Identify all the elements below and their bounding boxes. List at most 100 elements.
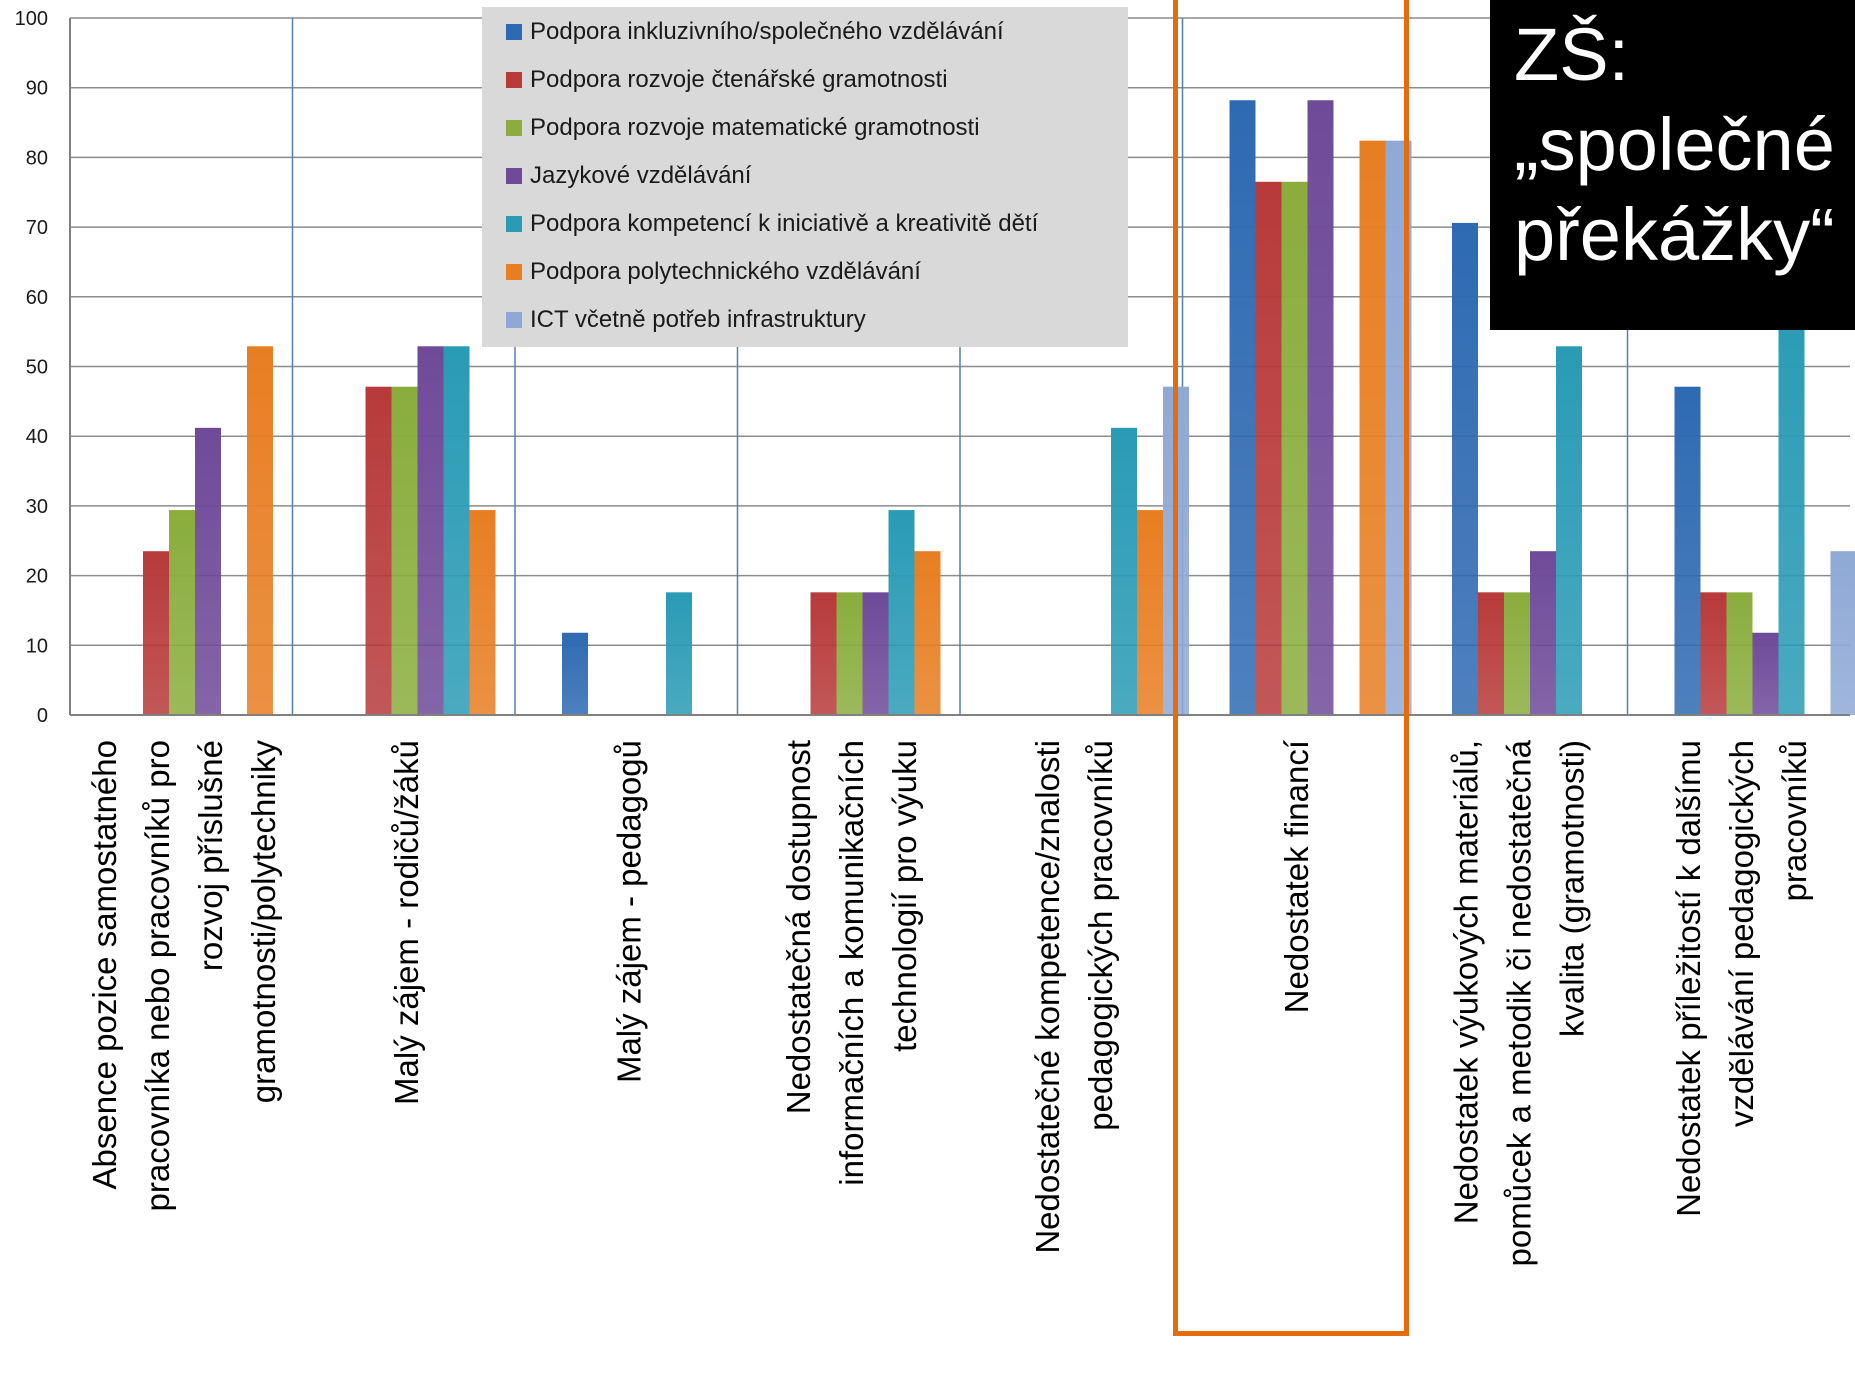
bar: [1674, 386, 1701, 715]
x-category-label: Nedostatek výukových materiálů, pomůcek a…: [1447, 739, 1590, 1266]
bar: [195, 427, 221, 715]
bar: [1229, 100, 1256, 716]
legend-item: Podpora kompetencí k iniciativě a kreati…: [506, 209, 1038, 239]
bar: [1752, 632, 1779, 715]
highlight-frame-nedostatek-financi: [1173, 0, 1409, 1336]
x-category-label: Nedostatek financí: [1278, 740, 1315, 1013]
y-tick-label: 90: [26, 78, 48, 100]
legend-swatch: [506, 168, 522, 184]
bar: [1359, 140, 1386, 715]
chart-title-box: ZŠ: „společné překážky“: [1490, 0, 1855, 330]
bar: [1307, 100, 1334, 716]
bars: [143, 100, 1855, 716]
bar: [143, 551, 169, 715]
x-category-label-line: pomůcek a metodik či nedostatečná: [1500, 739, 1537, 1266]
bar: [666, 592, 692, 715]
bar: [1504, 592, 1530, 715]
x-category-label-line: rozvoj příslušné: [192, 740, 229, 971]
legend-swatch: [506, 264, 522, 280]
bar: [1137, 510, 1163, 715]
bar: [1111, 427, 1137, 715]
x-category-label-line: Absence pozice samostatného: [86, 740, 123, 1189]
bar: [1556, 346, 1582, 715]
bar: [1281, 181, 1308, 716]
legend: Podpora inkluzivního/společného vzdělává…: [482, 7, 1128, 347]
bar: [1452, 222, 1478, 715]
legend-item: Podpora rozvoje čtenářské gramotnosti: [506, 65, 948, 95]
legend-item: Podpora polytechnického vzdělávání: [506, 257, 921, 287]
x-category-label-line: pedagogických pracovníků: [1082, 740, 1119, 1131]
y-tick-label: 80: [26, 147, 48, 169]
bar: [810, 592, 837, 715]
y-tick-label: 0: [37, 705, 48, 727]
legend-swatch: [506, 312, 522, 328]
x-category-label: Nedostatek příležitostí k dalšímu vzděláv…: [1670, 740, 1813, 1217]
bar: [1255, 181, 1282, 716]
legend-item: ICT včetně potřeb infrastruktury: [506, 305, 866, 335]
y-tick-label: 20: [26, 566, 48, 588]
x-category-label: Nedostatečná dostupnost informačních a ko…: [780, 740, 923, 1186]
legend-label: Podpora rozvoje čtenářské gramotnosti: [530, 66, 948, 93]
legend-label: Jazykové vzdělávání: [530, 162, 752, 189]
y-tick-labels: 0 10 20 30 40 50 60 70 80 90 100: [15, 8, 48, 727]
y-tick-label: 70: [26, 217, 48, 239]
bar: [1530, 551, 1556, 715]
legend-label: ICT včetně potřeb infrastruktury: [530, 306, 866, 333]
x-category-label-line: Nedostatek příležitostí k dalšímu: [1670, 740, 1707, 1217]
legend-label: Podpora kompetencí k iniciativě a kreati…: [530, 210, 1039, 237]
legend-label: Podpora rozvoje matematické gramotnosti: [530, 114, 980, 141]
bar: [888, 510, 915, 715]
axes: [69, 18, 1850, 716]
x-category-label-line: Nedostatek financí: [1278, 740, 1315, 1013]
bar: [1700, 592, 1727, 715]
x-category-label: Nedostatečné kompetence/znalosti pedagogi…: [1029, 740, 1119, 1254]
bar: [836, 592, 863, 715]
x-category-label-line: informačních a komunikačních: [833, 740, 870, 1186]
bar: [1778, 305, 1805, 715]
x-category-label-line: Nedostatečné kompetence/znalosti: [1029, 740, 1066, 1254]
y-tick-label: 40: [26, 426, 48, 448]
x-category-label-line: Nedostatečná dostupnost: [780, 740, 817, 1114]
x-category-labels: Absence pozice samostatného pracovníka ne…: [86, 739, 1813, 1266]
x-category-label: Malý zájem - pedagogů: [610, 740, 647, 1083]
x-category-label-line: technologií pro výuku: [886, 740, 923, 1052]
x-category-label-line: pracovníků: [1776, 740, 1813, 901]
bar: [417, 346, 444, 715]
bar: [247, 346, 273, 715]
x-category-label-line: Malý zájem - pedagogů: [610, 740, 647, 1083]
legend-swatch: [506, 120, 522, 136]
y-tick-label: 30: [26, 496, 48, 518]
title-line-2: „společné: [1514, 103, 1835, 186]
bar: [862, 592, 889, 715]
bar: [169, 510, 195, 715]
legend-swatch: [506, 72, 522, 88]
title-line-1: ZŠ:: [1514, 13, 1630, 96]
legend-item: Jazykové vzdělávání: [506, 161, 751, 191]
x-category-label-line: Malý zájem - rodičů/žáků: [388, 740, 425, 1105]
bar: [914, 551, 941, 715]
bar: [365, 386, 392, 715]
bar: [443, 346, 470, 715]
bar: [562, 632, 588, 715]
x-category-label-line: pracovníka nebo pracovníků pro: [139, 740, 176, 1211]
y-tick-label: 10: [26, 635, 48, 657]
y-tick-label: 100: [15, 8, 48, 30]
legend-label: Podpora inkluzivního/společného vzdělává…: [530, 18, 1004, 45]
title-line-3: překážky“: [1514, 193, 1835, 276]
legend-item: Podpora rozvoje matematické gramotnosti: [506, 113, 980, 143]
legend-swatch: [506, 24, 522, 40]
legend-label: Podpora polytechnického vzdělávání: [530, 258, 921, 285]
bar: [391, 386, 418, 715]
bar: [1726, 592, 1753, 715]
bar: [469, 510, 496, 715]
x-category-label-line: Nedostatek výukových materiálů,: [1447, 740, 1484, 1224]
bar: [1478, 592, 1504, 715]
x-category-label-line: gramotnosti/polytechniky: [245, 740, 282, 1104]
x-category-label-line: kvalita (gramotnosti): [1553, 740, 1590, 1037]
y-tick-label: 50: [26, 357, 48, 379]
x-category-label-line: vzdělávání pedagogických: [1723, 740, 1760, 1127]
legend-swatch: [506, 216, 522, 232]
bar: [1830, 551, 1855, 715]
x-category-label: Absence pozice samostatného pracovníka ne…: [86, 740, 282, 1212]
